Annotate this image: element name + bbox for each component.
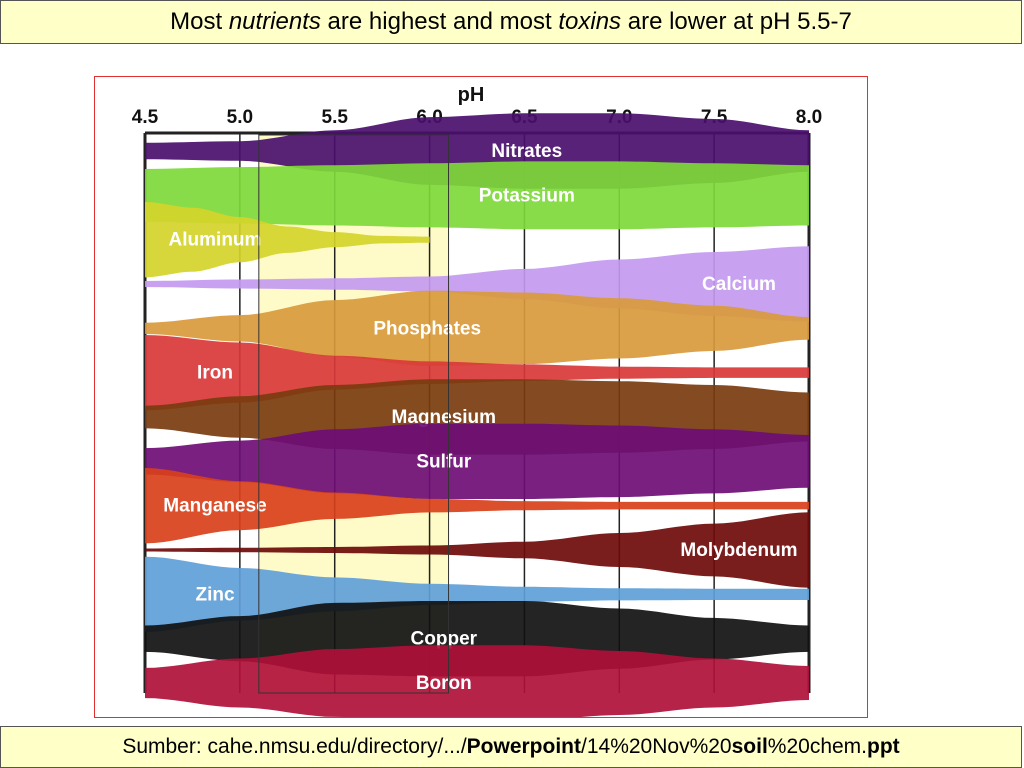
title-part-4: toxins (558, 8, 622, 35)
band-label-magnesium: Magnesium (392, 407, 497, 428)
band-label-iron: Iron (197, 363, 233, 384)
band-label-calcium: Calcium (702, 274, 776, 295)
tick-label-5.5: 5.5 (322, 107, 349, 128)
title-part-1: Most (170, 8, 229, 35)
slide-title: Most nutrients are highest and most toxi… (0, 0, 1022, 44)
x-axis-label: pH (458, 84, 485, 106)
band-potassium (145, 161, 809, 230)
source-part-5: %20chem. (767, 735, 868, 758)
band-label-nitrates: Nitrates (491, 141, 562, 162)
band-phosphates (145, 290, 809, 366)
source-part-2: Powerpoint (466, 735, 581, 758)
band-label-copper: Copper (411, 629, 478, 650)
band-sulfur (145, 423, 809, 499)
title-part-2: nutrients (228, 8, 321, 35)
band-label-zinc: Zinc (195, 584, 234, 605)
ph-nutrient-chart: 4.55.05.56.06.57.07.58.0pHNitratesPotass… (132, 84, 822, 717)
tick-label-5.0: 5.0 (227, 107, 253, 128)
band-label-sulfur: Sulfur (416, 451, 471, 472)
band-label-molybdenum: Molybdenum (680, 540, 797, 561)
band-label-aluminum: Aluminum (169, 230, 262, 251)
source-part-1: Sumber: cahe.nmsu.edu/directory/.../ (122, 735, 467, 758)
band-manganese (145, 468, 809, 544)
band-aluminum (145, 202, 430, 278)
band-label-boron: Boron (416, 673, 472, 694)
band-label-manganese: Manganese (163, 496, 266, 517)
source-part-4: soil (731, 735, 768, 758)
title-part-5: are lower at pH 5.5-7 (621, 8, 852, 35)
tick-label-4.5: 4.5 (132, 107, 159, 128)
tick-label-8.0: 8.0 (796, 107, 822, 128)
band-label-phosphates: Phosphates (373, 318, 481, 339)
chart-frame: 4.55.05.56.06.57.07.58.0pHNitratesPotass… (94, 76, 868, 718)
band-zinc (145, 556, 809, 632)
title-part-3: are highest and most (320, 8, 559, 35)
band-label-potassium: Potassium (479, 185, 575, 206)
band-boron (145, 645, 809, 717)
optimal-ph-highlight-outline (258, 134, 450, 694)
source-part-3: /14%20Nov%20 (581, 735, 732, 758)
source-citation: Sumber: cahe.nmsu.edu/directory/.../Powe… (0, 726, 1022, 768)
band-molybdenum (145, 512, 809, 588)
source-part-6: ppt (867, 735, 900, 758)
